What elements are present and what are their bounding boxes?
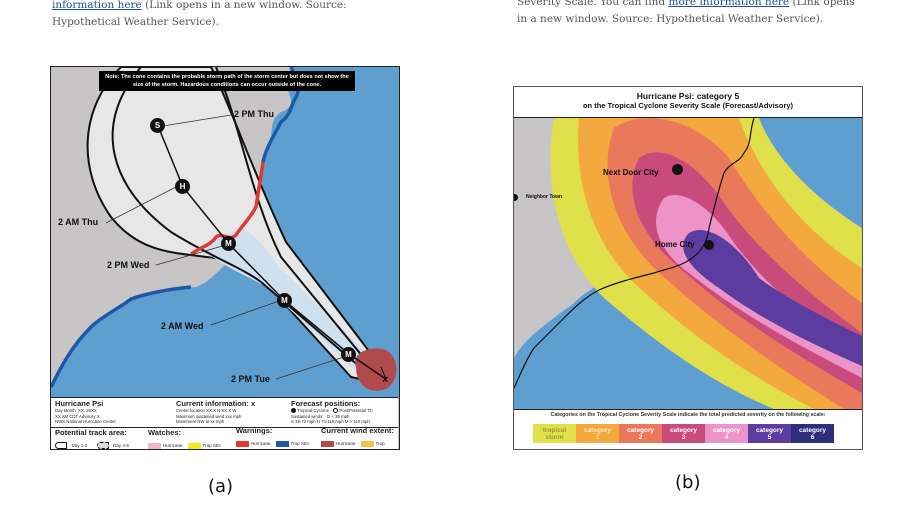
home-city-label: Home City xyxy=(655,240,695,249)
current-info-title: Current information: x xyxy=(176,399,256,408)
forecast-positions: Forecast positions: Tropical Cyclone Pos… xyxy=(291,400,373,425)
forecast-title: Forecast positions: xyxy=(291,399,361,408)
tropstm-wind-label: Trop Stm xyxy=(375,441,385,447)
more-info-link-a[interactable]: information here xyxy=(52,0,142,11)
hurricane-wind-swatch xyxy=(321,440,334,447)
severity-title-line1: Hurricane Psi: category 5 xyxy=(636,91,740,101)
hurricane-cone-map: × Note: The cone contains the probable s… xyxy=(50,66,400,450)
next-door-city-label: Next Door City xyxy=(603,168,659,177)
tropstm-warning-swatch xyxy=(275,440,289,447)
day13-label: Day 1-3 xyxy=(71,443,88,449)
cone-note: Note: The cone contains the probable sto… xyxy=(99,71,355,91)
watches-title: Watches: xyxy=(148,428,182,437)
severity-title-line2: on the Tropical Cyclone Severity Scale (… xyxy=(582,101,794,110)
day45-label: Day 4-5 xyxy=(113,443,129,449)
tc-label: Tropical Cyclone xyxy=(297,408,329,413)
track-point-h: H xyxy=(175,179,190,194)
storm-center: NWS National Hurricane Center xyxy=(55,419,116,424)
label-2pm-wed: 2 PM Wed xyxy=(107,260,150,270)
post-tc-label: Post/Potential TC xyxy=(339,408,373,413)
severity-map-graphic: Next Door City Home City Neighbor Town xyxy=(514,118,862,410)
hurricane-watch-label: Hurricane xyxy=(163,443,183,449)
current-info: Current information: x Center location X… xyxy=(176,400,255,425)
tc-filled-circle-icon xyxy=(291,408,296,414)
label-2am-thu: 2 AM Thu xyxy=(58,217,99,227)
figure-a-source-text: information here (Link opens in a new wi… xyxy=(52,0,412,31)
watches-legend: Watches: Hurricane Trop Stm xyxy=(148,428,226,449)
wind-extent-legend: Current wind extent: Hurricane Trop Stm xyxy=(321,426,398,449)
d-label: D < 39 mph xyxy=(327,413,350,419)
current-location: Center location XX.X N XX.X W xyxy=(176,408,237,413)
storm-advisory: XX AM CDT Advisory X xyxy=(55,413,100,419)
cone-map-legend: Hurricane Psi Day Month, XX, 20XX XX AM … xyxy=(51,397,398,449)
track-point-m2: M xyxy=(277,293,292,308)
storm-name: Hurricane Psi xyxy=(55,399,104,408)
scale-category-4: category 4 xyxy=(705,424,748,443)
home-city-dot xyxy=(704,240,714,250)
source-note-b: (Link opens in a new window. Source: Hyp… xyxy=(517,0,855,25)
wind-extent-title: Current wind extent: xyxy=(321,426,394,435)
neighbor-town-label: Neighbor Town xyxy=(526,194,563,200)
scale-category-6: category 6 xyxy=(791,424,834,443)
tropstm-wind-swatch xyxy=(360,440,374,447)
figure-b-source-text: Severity Scale. You can find more inform… xyxy=(517,0,857,28)
current-wind: Maximum sustained wind xxx mph xyxy=(176,413,242,419)
track-point-s: S xyxy=(150,118,165,133)
wind-scale-line: S 39-73 mph H 74-110 mph M > 110 mph xyxy=(291,419,370,424)
caption-a: (a) xyxy=(208,476,234,497)
hurricane-watch-swatch xyxy=(148,442,161,449)
scale-category-3: category 3 xyxy=(662,424,705,443)
track-area-title: Potential track area: xyxy=(55,428,127,437)
scale-category-5: category 5 xyxy=(748,424,791,443)
severity-map-title: Hurricane Psi: category 5 on the Tropica… xyxy=(514,87,862,118)
warnings-legend: Warnings: Hurricane Trop Stm xyxy=(236,426,314,449)
storm-info: Hurricane Psi Day Month, XX, 20XX XX AM … xyxy=(55,400,116,425)
hurricane-warning-swatch xyxy=(236,440,249,447)
winds-label: Sustained winds: xyxy=(291,413,324,419)
scale-category-2: category 2 xyxy=(619,424,662,443)
next-door-city-dot xyxy=(672,164,683,175)
neighbor-town-dot xyxy=(514,194,518,201)
tropstm-watch-swatch xyxy=(187,442,201,449)
track-area-legend: Potential track area: Day 1-3 Day 4-5 xyxy=(55,428,134,449)
scale-category-1: category 1 xyxy=(576,424,619,443)
current-movement: Movement NW at xx mph xyxy=(176,419,225,424)
scale-tropical-storm: tropical storm xyxy=(533,424,576,443)
severity-scale-map: Hurricane Psi: category 5 on the Tropica… xyxy=(513,86,863,450)
tropstm-warning-label: Trop Stm xyxy=(290,441,309,447)
source-prefix-b: Severity Scale. You can find xyxy=(517,0,669,8)
day45-cone-icon xyxy=(96,442,109,449)
hurricane-wind-label: Hurricane xyxy=(336,441,356,447)
track-point-m3: M xyxy=(341,347,356,362)
track-point-m1: M xyxy=(221,236,236,251)
label-2am-wed: 2 AM Wed xyxy=(161,321,204,331)
severity-scale-intro: Categories on the Tropical Cyclone Sever… xyxy=(550,412,826,418)
day13-cone-icon xyxy=(55,442,67,449)
caption-b: (b) xyxy=(675,472,701,493)
severity-scale-legend: tropical storm category 1 category 2 catego… xyxy=(533,424,834,443)
more-info-link-b[interactable]: more information here xyxy=(668,0,790,8)
storm-date: Day Month, XX, 20XX xyxy=(55,408,97,413)
cone-map-graphic: × xyxy=(51,67,399,399)
label-2pm-thu: 2 PM Thu xyxy=(234,109,274,119)
warnings-title: Warnings: xyxy=(236,426,273,435)
source-note-a: (Link opens in a new window. Source: Hyp… xyxy=(52,0,347,28)
hurricane-warning-label: Hurricane xyxy=(251,441,271,447)
label-2pm-tue: 2 PM Tue xyxy=(231,374,270,384)
tropstm-watch-label: Trop Stm xyxy=(202,443,221,449)
svg-text:×: × xyxy=(382,374,388,386)
